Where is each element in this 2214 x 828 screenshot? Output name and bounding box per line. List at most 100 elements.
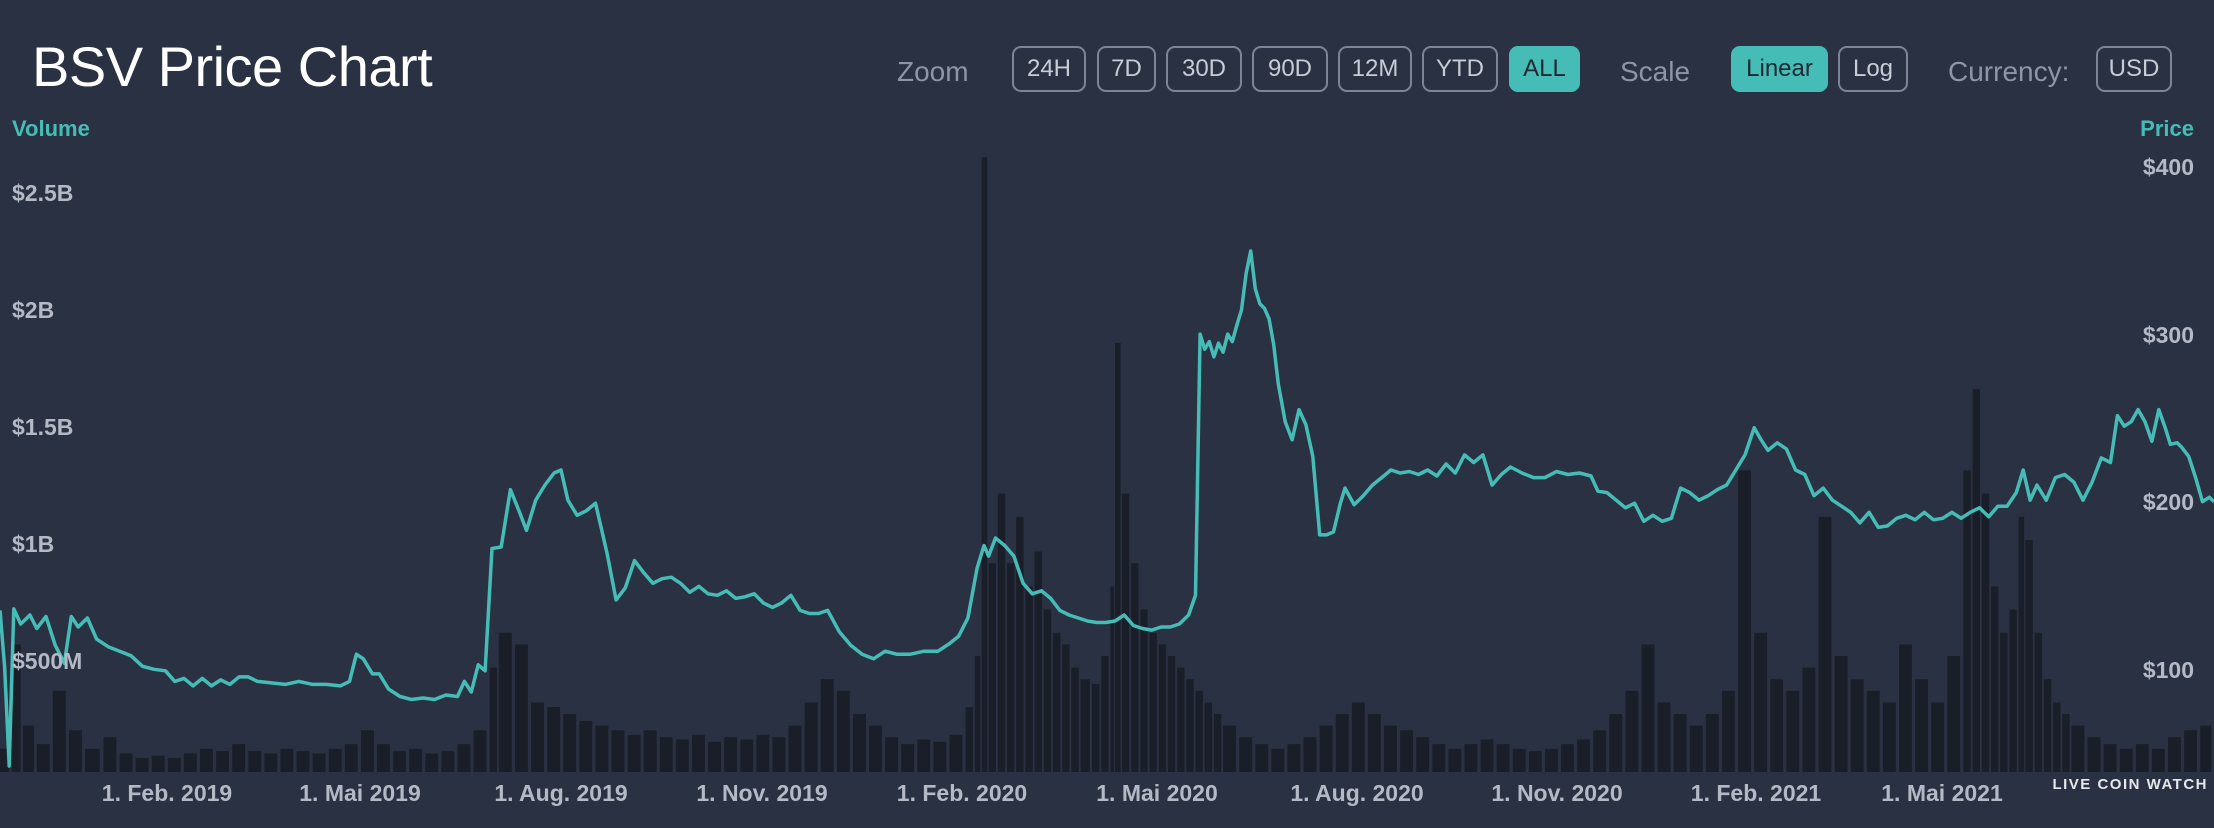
volume-bar	[675, 739, 689, 772]
zoom-90d-button[interactable]: 90D	[1252, 46, 1328, 92]
zoom-7d-button[interactable]: 7D	[1097, 46, 1156, 92]
volume-bar	[988, 563, 996, 772]
volume-bar	[183, 753, 197, 772]
x-tick: 1. Mai 2020	[1096, 780, 1218, 806]
price-tick: $400	[2142, 154, 2194, 180]
zoom-12m-button[interactable]: 12M	[1338, 46, 1412, 92]
volume-bar	[1195, 690, 1203, 772]
zoom-30d-button[interactable]: 30D	[1166, 46, 1242, 92]
volume-bar	[441, 751, 455, 772]
volume-bar	[1834, 656, 1848, 772]
volume-bar	[1480, 739, 1494, 772]
volume-bar	[1496, 744, 1510, 772]
volume-bar	[772, 737, 786, 772]
volume-bar	[2053, 702, 2061, 772]
scale-log-button[interactable]: Log	[1838, 46, 1908, 92]
volume-bar	[1271, 748, 1285, 772]
volume-bar	[1512, 748, 1526, 772]
volume-bar	[1223, 725, 1236, 772]
volume-bar	[1577, 739, 1591, 772]
volume-bar	[119, 753, 133, 772]
volume-bar	[360, 730, 374, 772]
volume-bar	[1006, 563, 1015, 772]
volume-bar	[1167, 656, 1176, 772]
currency-select[interactable]: USD	[2096, 46, 2172, 92]
price-tick: $300	[2142, 322, 2194, 348]
volume-bar	[85, 748, 100, 772]
volume-bar	[1899, 644, 1912, 772]
volume-axis-label: Volume	[12, 116, 90, 141]
volume-bar	[1818, 516, 1832, 772]
volume-bar	[457, 744, 471, 772]
x-tick: 1. Feb. 2019	[101, 780, 233, 806]
volume-bar	[1121, 493, 1130, 772]
volume-bar	[11, 644, 21, 772]
volume-bar	[409, 748, 423, 772]
volume-bar	[1052, 632, 1061, 772]
volume-bar	[1177, 667, 1185, 772]
volume-bar	[1062, 644, 1070, 772]
volume-bar	[1335, 714, 1349, 772]
volume-bar	[1593, 730, 1607, 772]
volume-bar	[1770, 679, 1784, 772]
volume-bar	[22, 725, 35, 772]
volume-bar	[1149, 632, 1157, 772]
volume-bar	[1464, 744, 1478, 772]
volume-bar	[1025, 586, 1033, 772]
volume-bar	[1561, 744, 1574, 772]
volume-bar	[2151, 748, 2165, 772]
volume-bar	[901, 744, 915, 772]
volume-bar	[1351, 702, 1365, 772]
volume-bar	[1255, 744, 1269, 772]
zoom-all-button[interactable]: ALL	[1509, 46, 1580, 92]
volume-bar	[836, 690, 850, 772]
volume-bar	[965, 707, 973, 772]
volume-bar	[1850, 679, 1864, 772]
volume-bars	[0, 157, 2212, 772]
volume-bar	[167, 758, 181, 772]
page-title: BSV Price Chart	[32, 35, 433, 98]
volume-tick: $500M	[12, 648, 83, 674]
volume-bar	[1528, 751, 1542, 772]
volume-tick: $2B	[12, 297, 55, 323]
price-line	[0, 249, 2214, 768]
volume-bar	[1689, 725, 1703, 772]
volume-tick: $1B	[12, 531, 55, 557]
volume-bar	[611, 730, 625, 772]
volume-bar	[1213, 714, 1222, 772]
volume-bar	[498, 632, 512, 772]
volume-bar	[1981, 493, 1990, 772]
volume-bar	[1947, 656, 1961, 772]
volume-bar	[1609, 714, 1623, 772]
volume-bar	[804, 702, 818, 772]
x-tick: 1. Mai 2019	[299, 780, 421, 806]
volume-bar	[2000, 632, 2008, 772]
x-tick: 1. Aug. 2019	[494, 780, 628, 806]
volume-bar	[1641, 644, 1655, 772]
volume-bar	[280, 748, 294, 772]
volume-bar	[489, 667, 498, 772]
volume-bar	[724, 737, 738, 772]
volume-bar	[643, 730, 657, 772]
volume-bar	[869, 725, 882, 772]
volume-bar	[2087, 737, 2101, 772]
volume-bar	[1186, 679, 1194, 772]
zoom-ytd-button[interactable]: YTD	[1422, 46, 1498, 92]
volume-bar	[68, 730, 82, 772]
volume-bar	[1400, 730, 1414, 772]
volume-bar	[1657, 702, 1671, 772]
currency-label: Currency:	[1948, 56, 2070, 87]
volume-bar	[1802, 667, 1816, 772]
volume-bar	[1866, 690, 1880, 772]
volume-bar	[1071, 667, 1079, 772]
x-tick: 1. Feb. 2021	[1690, 780, 1822, 806]
scale-linear-button[interactable]: Linear	[1731, 46, 1828, 92]
volume-bar	[1110, 586, 1115, 772]
volume-bar	[1972, 389, 1980, 772]
volume-bar	[1416, 737, 1430, 772]
zoom-24h-button[interactable]: 24H	[1012, 46, 1086, 92]
volume-bar	[1990, 586, 1999, 772]
volume-bar	[1882, 702, 1896, 772]
volume-bar	[1239, 737, 1253, 772]
